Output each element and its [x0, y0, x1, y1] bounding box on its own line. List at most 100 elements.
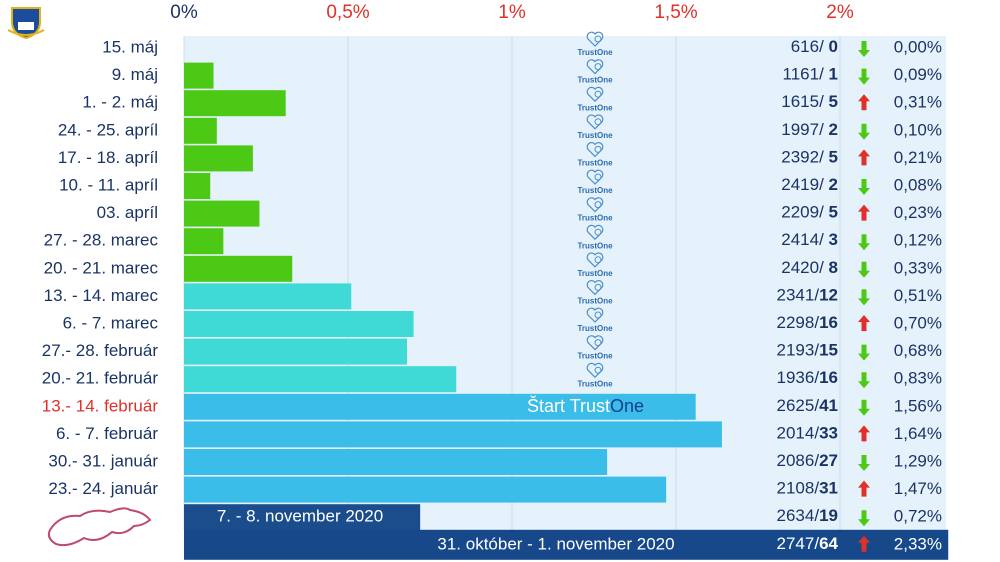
category-label: 20.- 21. február — [42, 369, 159, 388]
tested-positive: 1997/ 2 — [781, 120, 838, 139]
positive-count: 0 — [829, 37, 838, 56]
logo-heart — [586, 114, 604, 130]
separator: / — [819, 203, 828, 222]
value-label: 0,00% — [894, 37, 942, 56]
separator: / — [814, 313, 819, 332]
value-label: 2,33% — [894, 534, 942, 553]
bar — [184, 476, 667, 503]
separator: / — [814, 507, 819, 526]
coat-of-arms — [7, 7, 45, 40]
tested-count: 2086 — [777, 451, 815, 470]
category-label: 27. - 28. marec — [44, 231, 159, 250]
tested-positive: 2193/15 — [777, 341, 838, 360]
slovakia-outline — [47, 507, 152, 547]
logo-text: TrustOne — [577, 241, 613, 250]
bar — [184, 62, 214, 89]
tested-positive: 2634/19 — [777, 507, 838, 526]
trend-arrow — [858, 41, 870, 57]
logo-globe — [594, 118, 602, 126]
bar — [184, 393, 696, 420]
category-label: 03. apríl — [97, 203, 158, 222]
bar — [184, 366, 457, 393]
bar — [184, 421, 722, 448]
separator: / — [819, 120, 828, 139]
category-label: 10. - 11. apríl — [59, 175, 158, 194]
tested-count: 616 — [791, 37, 819, 56]
positive-count: 5 — [829, 203, 838, 222]
tested-count: 1615 — [781, 93, 819, 112]
separator: / — [814, 424, 819, 443]
trend-arrow — [858, 425, 870, 442]
tested-positive: 2209/ 5 — [781, 203, 838, 222]
tested-count: 2419 — [781, 175, 819, 194]
logo-text: TrustOne — [577, 131, 613, 140]
positive-count: 1 — [829, 65, 838, 84]
tested-positive: 1615/ 5 — [781, 93, 838, 112]
value-label: 0,12% — [894, 231, 942, 250]
tested-positive: 2420/ 8 — [781, 258, 838, 277]
tested-count: 2634 — [777, 507, 815, 526]
x-tick-label: 1% — [498, 2, 526, 23]
category-label: 13.- 14. február — [42, 396, 159, 415]
trend-arrow — [858, 179, 870, 195]
annotation: Štart TrustOne — [527, 395, 644, 416]
positive-count: 16 — [819, 313, 838, 332]
logo-globe — [594, 311, 602, 319]
tested-positive: 2086/27 — [777, 451, 838, 470]
trend-arrow — [858, 480, 870, 497]
category-label: 9. máj — [112, 65, 158, 84]
logo-text: TrustOne — [577, 269, 613, 278]
value-label: 0,21% — [894, 148, 942, 167]
logo-globe — [594, 339, 602, 347]
positive-count: 27 — [819, 451, 838, 470]
logo-globe — [594, 283, 602, 291]
tested-count: 2298 — [777, 313, 815, 332]
x-tick-label: 0,5% — [326, 2, 369, 23]
value-label: 0,08% — [894, 175, 942, 194]
tested-positive: 1936/16 — [777, 369, 838, 388]
trend-arrow — [858, 289, 870, 306]
tested-positive: 2298/16 — [777, 313, 838, 332]
logo-globe — [594, 256, 602, 264]
tested-count: 2420 — [781, 258, 819, 277]
separator: / — [819, 93, 828, 112]
tested-count: 2625 — [777, 396, 815, 415]
trend-arrow — [858, 68, 870, 85]
bar — [184, 529, 949, 560]
positive-count: 2 — [829, 120, 838, 139]
value-label: 1,64% — [894, 424, 942, 443]
logo-heart — [586, 362, 604, 379]
category-label: 20. - 21. marec — [44, 258, 159, 277]
positive-count: 64 — [819, 534, 838, 553]
separator: / — [814, 534, 819, 553]
tested-count: 2193 — [777, 341, 815, 360]
value-label: 0,10% — [894, 120, 942, 139]
logo-globe — [594, 366, 602, 374]
separator: / — [814, 286, 819, 305]
value-label: 0,83% — [894, 369, 942, 388]
bar-category-label: 7. - 8. november 2020 — [217, 507, 383, 526]
tested-positive: 2414/ 3 — [781, 231, 838, 250]
logo-heart — [586, 169, 604, 185]
logo-globe — [594, 35, 602, 43]
trend-arrow — [858, 344, 870, 361]
tested-count: 2392 — [781, 148, 819, 167]
trustone-logo: TrustOne — [577, 197, 613, 223]
trustone-logo: TrustOne — [577, 307, 613, 333]
value-label: 0,51% — [894, 286, 942, 305]
logo-text: TrustOne — [577, 76, 613, 85]
tested-positive: 2419/ 2 — [781, 175, 838, 194]
positive-count: 3 — [829, 231, 838, 250]
separator: / — [819, 37, 828, 56]
bar — [184, 228, 224, 255]
annotation-main: Štart Trust — [527, 395, 610, 416]
tested-positive: 2392/ 5 — [781, 148, 838, 167]
category-label: 24. - 25. apríl — [58, 120, 158, 139]
logo-heart — [586, 31, 604, 47]
trend-arrow — [858, 261, 870, 278]
positive-count: 8 — [829, 258, 838, 277]
separator: / — [819, 148, 828, 167]
positive-count: 16 — [819, 369, 838, 388]
trustone-logo: TrustOne — [577, 252, 613, 278]
